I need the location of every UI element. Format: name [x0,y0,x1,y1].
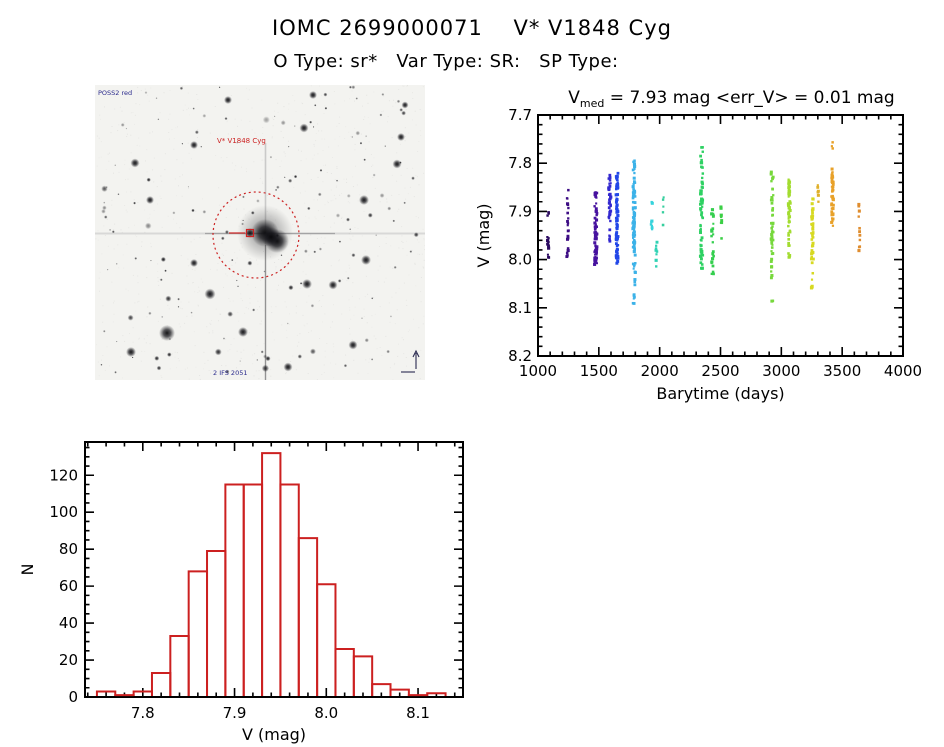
magnitude-histogram [15,425,480,747]
page-subtitle: O Type: sr* Var Type: SR: SP Type: [273,51,619,72]
lightcurve-plot [455,85,944,415]
finding-chart-image [95,85,425,380]
page-title: IOMC 2699000071 V* V1848 Cyg [272,16,672,40]
